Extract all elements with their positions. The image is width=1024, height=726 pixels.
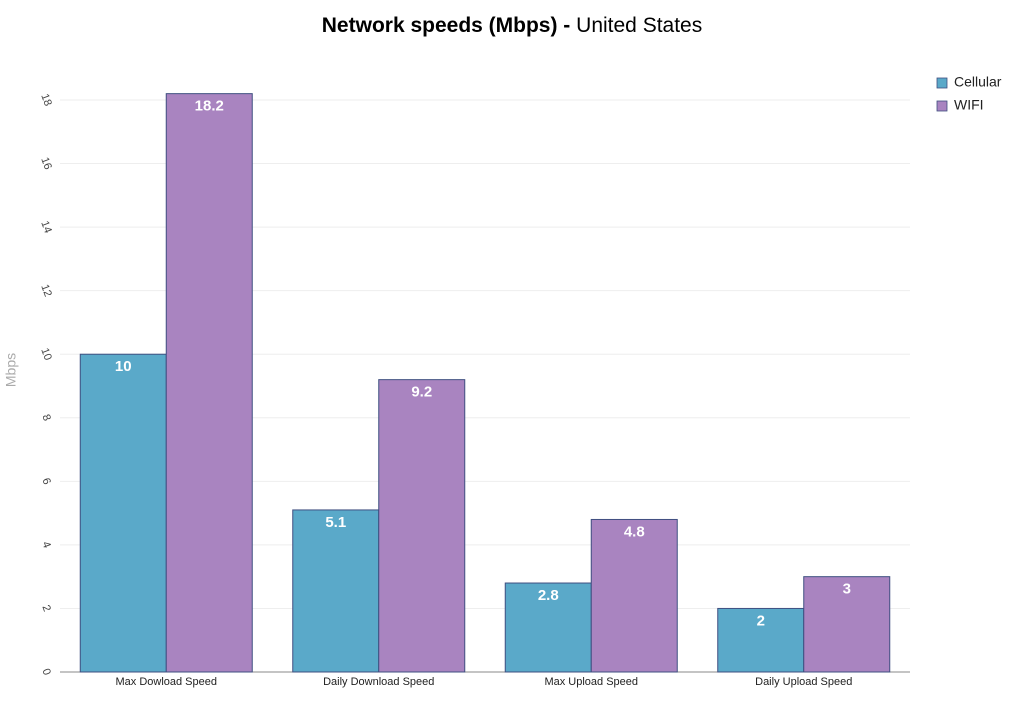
value-label: 2 (757, 612, 765, 629)
y-tick-label: 12 (38, 283, 53, 299)
legend-label: Cellular (954, 74, 1002, 90)
y-tick-label: 10 (38, 346, 53, 362)
x-tick-label: Max Upload Speed (544, 676, 638, 688)
bar (165, 93, 253, 673)
value-label: 5.1 (325, 514, 346, 531)
bar (504, 582, 592, 673)
bar (378, 379, 466, 673)
legend-label: WIFI (954, 97, 984, 113)
y-tick-label: 0 (39, 667, 52, 677)
legend-swatch (936, 77, 948, 89)
value-label: 4.8 (624, 523, 645, 540)
value-label: 3 (843, 581, 851, 598)
y-tick-label: 16 (38, 156, 53, 172)
chart-title: Network speeds (Mbps) - United States (322, 14, 702, 37)
y-tick-label: 6 (39, 476, 52, 486)
subtitle: United States (576, 14, 702, 37)
title: Network speeds (Mbps) - (322, 14, 571, 37)
x-tick-label: Daily Upload Speed (755, 676, 852, 688)
y-tick-label: 18 (38, 92, 53, 108)
y-tick-label: 14 (38, 219, 53, 235)
bar (803, 576, 891, 673)
value-label: 18.2 (195, 98, 224, 115)
x-tick-label: Daily Download Speed (323, 676, 434, 688)
value-label: 10 (115, 358, 132, 375)
value-label: 2.8 (538, 587, 559, 604)
y-tick-label: 8 (39, 413, 52, 423)
bar (590, 518, 678, 673)
y-tick-label: 2 (39, 603, 52, 613)
legend-swatch (936, 100, 948, 112)
y-axis-label: Mbps (3, 353, 19, 387)
value-label: 9.2 (411, 384, 432, 401)
x-tick-label: Max Dowload Speed (115, 676, 217, 688)
bar (79, 353, 167, 673)
bar (292, 509, 380, 673)
y-tick-label: 4 (39, 540, 52, 550)
bar (717, 607, 805, 673)
